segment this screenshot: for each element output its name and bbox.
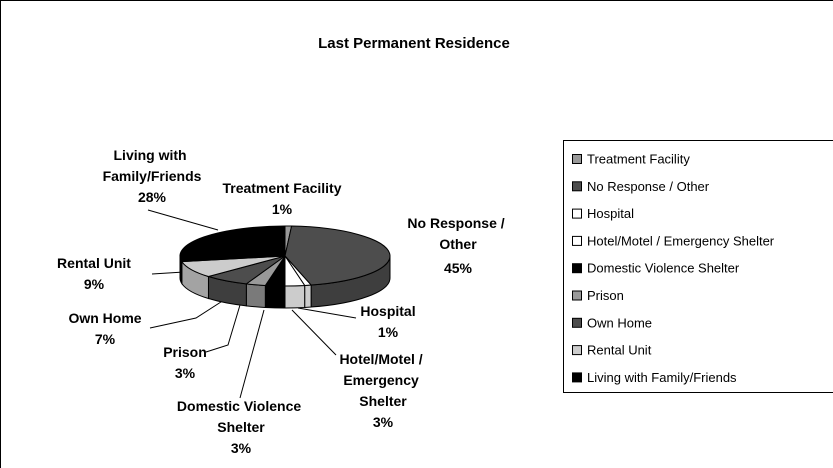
legend-swatch [572, 181, 582, 192]
legend-swatch [572, 235, 582, 246]
pie-tops [179, 225, 391, 287]
legend-label: Hotel/Motel / Emergency Shelter [587, 233, 775, 248]
slice-label: Prison [163, 344, 207, 360]
slice-label: Treatment Facility [222, 180, 341, 196]
legend-label: Living with Family/Friends [587, 370, 737, 385]
slice-value-label: 3% [175, 365, 196, 381]
legend-swatch [572, 263, 582, 274]
slice-value-label: 7% [95, 331, 116, 347]
leader-line [151, 271, 185, 275]
pie-slice-side [245, 283, 266, 308]
legend-box [563, 140, 833, 393]
leader-lines [147, 209, 357, 399]
pie-slice [284, 225, 391, 286]
legend-label: Rental Unit [587, 343, 652, 358]
legend-swatch [572, 372, 582, 383]
legend-swatch [572, 208, 582, 219]
slice-label: Living with Family/Friends [103, 147, 202, 184]
slice-value-label: 1% [378, 324, 399, 340]
slice-value-label: 45% [444, 260, 473, 276]
slice-value-label: 9% [84, 276, 105, 292]
legend-swatch [572, 345, 582, 356]
slice-label: No Response / Other [407, 215, 508, 252]
slice-value-label: 3% [373, 414, 394, 430]
pie-slice-side [284, 284, 306, 309]
slice-label: Hotel/Motel / Emergency Shelter [339, 351, 426, 409]
leader-line [147, 209, 219, 231]
legend-swatch [572, 154, 582, 164]
legend-label: Prison [587, 288, 624, 303]
chart-title: Last Permanent Residence [318, 35, 510, 52]
legend-label: Hospital [587, 206, 634, 221]
slice-value-label: 28% [138, 189, 167, 205]
pie-slice-side [264, 284, 286, 309]
slice-label: Domestic Violence Shelter [177, 398, 305, 435]
leader-line [205, 304, 241, 353]
legend-swatch [572, 317, 582, 328]
slice-value-label: 1% [272, 201, 293, 217]
legend-swatch [572, 290, 582, 301]
slice-label: Hospital [360, 303, 415, 319]
legend-label: Domestic Violence Shelter [587, 261, 740, 276]
slice-value-label: 3% [231, 440, 252, 456]
pie-slice-side [304, 284, 312, 308]
pie-sides [179, 255, 391, 309]
slice-label: Own Home [68, 310, 141, 326]
leader-line [297, 307, 357, 319]
legend-label: Own Home [587, 315, 652, 330]
legend-label: Treatment Facility [587, 152, 690, 167]
leader-line [291, 309, 337, 356]
legend-label: No Response / Other [587, 179, 710, 194]
leader-line [149, 299, 225, 329]
leader-line [239, 309, 265, 399]
slice-label: Rental Unit [57, 255, 131, 271]
pie-slice [179, 225, 286, 263]
